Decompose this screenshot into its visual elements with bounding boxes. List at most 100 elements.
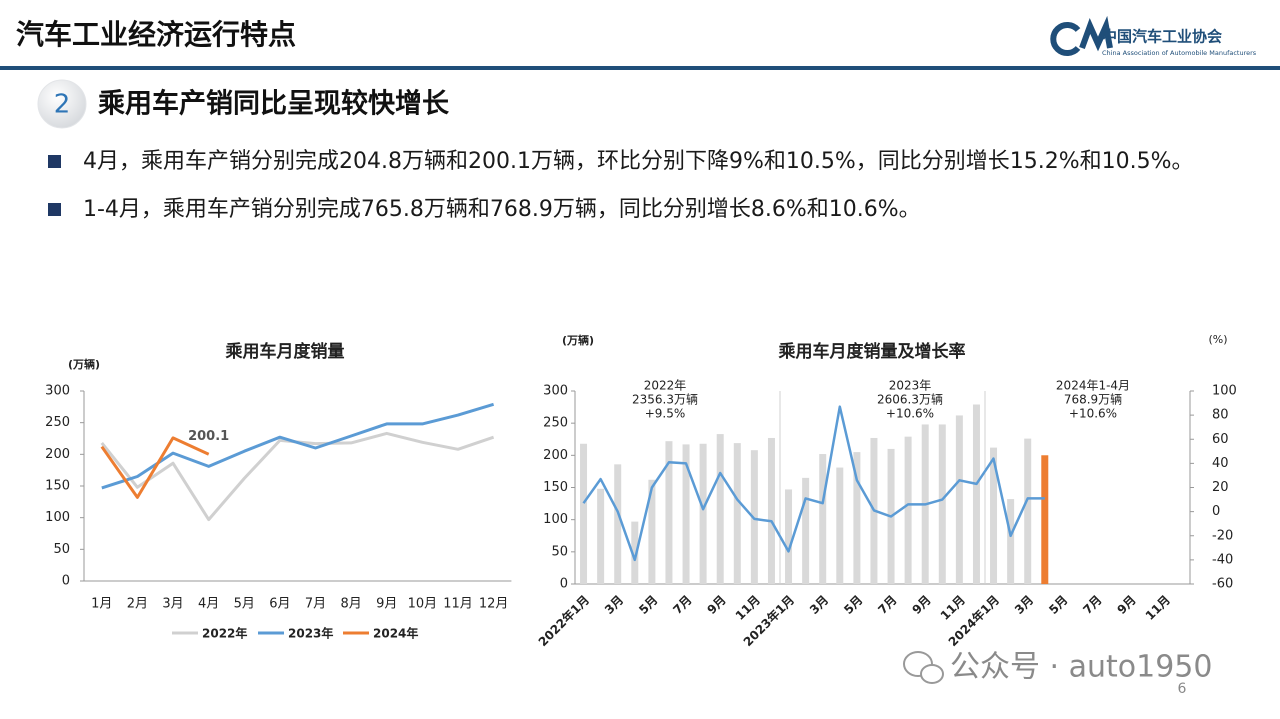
y-tick-label: 300 (543, 384, 568, 399)
bar (990, 447, 998, 584)
bar (767, 437, 775, 584)
header-title: 汽车工业经济运行特点 (16, 18, 296, 51)
x-tick-label: 2022年1月 (535, 592, 592, 649)
y-tick-label: 150 (45, 479, 70, 494)
series-line (100, 431, 495, 522)
y-tick-label: 200 (543, 448, 568, 463)
wechat-icon (903, 651, 944, 684)
y2-tick-label: 100 (1212, 384, 1237, 399)
x-tick-label: 7月 (1080, 593, 1104, 617)
bar (631, 521, 639, 584)
chart-title: 乘用车月度销量 (225, 341, 345, 362)
x-tick-label: 12月 (479, 597, 509, 612)
bar (597, 488, 605, 584)
y2-axis-label: (%) (1208, 333, 1227, 346)
bar (972, 404, 980, 584)
y-tick-label: 0 (62, 574, 70, 589)
y-tick-label: 250 (543, 416, 568, 431)
annotation: +10.6% (1069, 407, 1117, 421)
y-tick-label: 50 (53, 542, 70, 557)
annotation: +9.5% (645, 407, 686, 421)
y-tick-label: 250 (45, 415, 70, 430)
x-tick-label: 3月 (807, 593, 831, 617)
legend-label: 2023年 (288, 626, 333, 641)
x-tick-label: 9月 (910, 593, 934, 617)
y-tick-label: 50 (551, 544, 568, 559)
x-tick-label: 3月 (1012, 593, 1036, 617)
page-number: 6 (1178, 681, 1187, 697)
growth-line (582, 405, 1045, 562)
y-tick-label: 150 (543, 480, 568, 495)
bar (802, 477, 810, 584)
x-tick-label: 7月 (305, 597, 326, 612)
bar (853, 452, 861, 584)
y-tick-label: 200 (45, 447, 70, 462)
y2-tick-label: 80 (1212, 408, 1229, 423)
x-tick-label: 4月 (198, 597, 219, 612)
watermark: 公众号 · auto1950 (950, 650, 1212, 685)
x-tick-label: 11月 (443, 597, 473, 612)
bullet: 1-4月，乘用车产销分别完成765.8万辆和768.9万辆，同比分别增长8.6%… (48, 191, 1248, 229)
y2-tick-label: -60 (1212, 577, 1233, 592)
x-tick-label: 9月 (705, 593, 729, 617)
x-tick-label: 6月 (269, 597, 290, 612)
bar (733, 443, 741, 584)
y2-tick-label: 20 (1212, 480, 1229, 495)
y2-tick-label: -20 (1212, 528, 1233, 543)
x-tick-label: 9月 (1115, 593, 1139, 617)
annotation: 2024年1-4月 (1056, 379, 1130, 393)
annotation: 2022年 (644, 379, 687, 393)
chart-title: 乘用车月度销量及增长率 (778, 341, 966, 362)
bar (904, 436, 912, 584)
x-tick-label: 7月 (875, 593, 899, 617)
annotation: 2023年 (889, 379, 932, 393)
x-tick-label: 5月 (841, 593, 865, 617)
header-rule (0, 66, 1280, 70)
x-tick-label: 11月 (938, 593, 968, 623)
series-line (100, 436, 210, 499)
x-tick-label: 7月 (670, 593, 694, 617)
bar (785, 489, 793, 584)
x-tick-label: 3月 (162, 597, 183, 612)
bar (1041, 455, 1049, 584)
x-tick-label: 2月 (127, 597, 148, 612)
y-tick-label: 100 (543, 512, 568, 527)
x-tick-label: 1月 (91, 597, 112, 612)
logo: 中国汽车工业协会 China Association of Automobile… (1050, 15, 1257, 57)
bar (1007, 499, 1015, 584)
y-tick-label: 300 (45, 384, 70, 399)
bar (1024, 438, 1032, 584)
y-axis-label: (万辆) (562, 333, 594, 347)
section-title: 乘用车产销同比呈现较快增长 (97, 88, 450, 120)
bar (955, 415, 963, 584)
bar (580, 443, 588, 584)
legend-label: 2022年 (202, 626, 247, 641)
y-tick-label: 0 (560, 577, 568, 592)
y2-tick-label: 0 (1212, 504, 1220, 519)
x-tick-label: 3月 (602, 593, 626, 617)
annotation: 768.9万辆 (1064, 393, 1122, 407)
y2-tick-label: -40 (1212, 552, 1233, 567)
section-badge (37, 79, 87, 129)
y-axis-label: (万辆) (68, 357, 100, 371)
bar (938, 424, 946, 584)
x-tick-label: 11月 (733, 593, 763, 623)
bar (699, 443, 707, 584)
x-tick-label: 8月 (340, 597, 361, 612)
bar (648, 479, 656, 584)
x-tick-label: 5月 (234, 597, 255, 612)
bar (836, 467, 844, 584)
x-tick-label: 10月 (408, 597, 438, 612)
x-tick-label: 5月 (636, 593, 660, 617)
legend-label: 2024年 (373, 626, 418, 641)
bullet: 4月，乘用车产销分别完成204.8万辆和200.1万辆，环比分别下降9%和10.… (48, 143, 1248, 181)
logo-mark (1050, 15, 1113, 56)
bar (614, 464, 622, 584)
x-tick-label: 5月 (1046, 593, 1070, 617)
y2-tick-label: 60 (1212, 432, 1229, 447)
bullet-list: 4月，乘用车产销分别完成204.8万辆和200.1万辆，环比分别下降9%和10.… (48, 143, 1248, 239)
annotation: 2606.3万辆 (877, 393, 943, 407)
logo-english: China Association of Automobile Manufact… (1102, 49, 1257, 57)
